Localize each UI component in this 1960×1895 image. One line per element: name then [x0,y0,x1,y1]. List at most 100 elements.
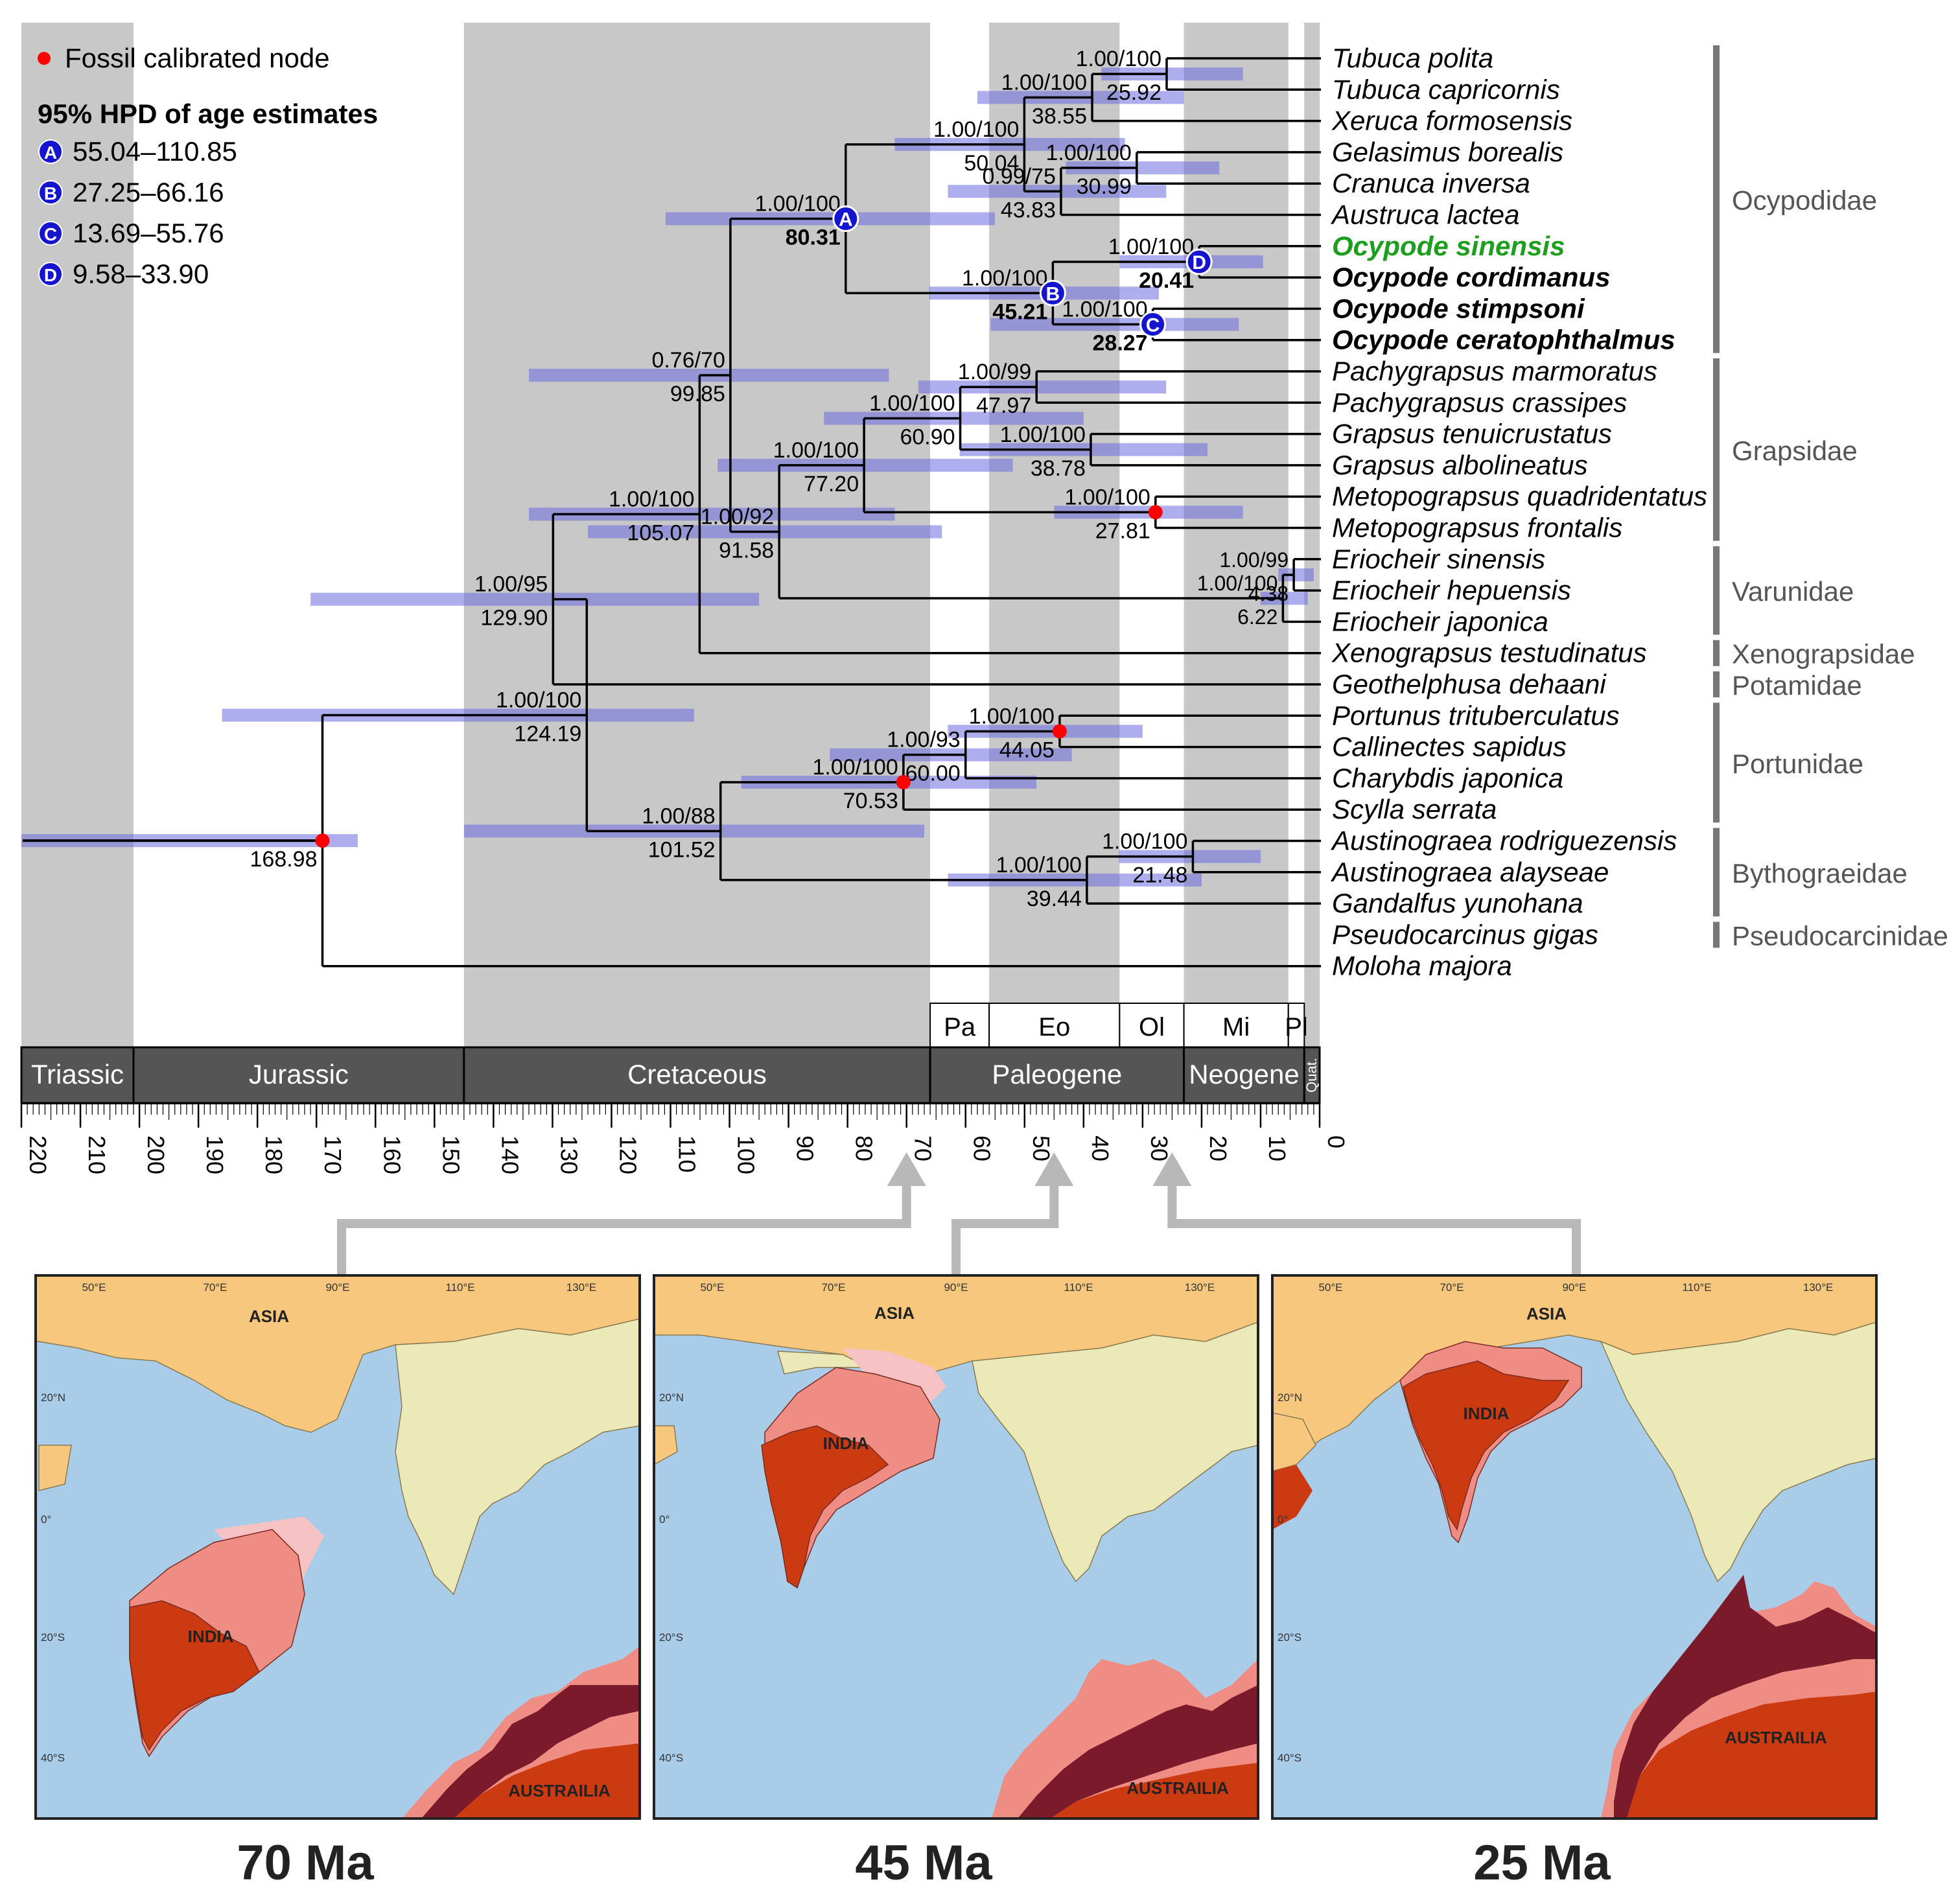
taxon-label: Ocypode sinensis [1332,231,1565,261]
node-letter-badge [832,205,859,233]
family-label: Bythograeidae [1732,858,1908,889]
period-label: Quat. [1303,1058,1320,1093]
taxon-label: Ocypode stimpsoni [1332,293,1585,323]
taxon-label: Charybdis japonica [1332,763,1563,793]
taxon-label: Xenograpsus testudinatus [1331,638,1647,668]
longitude-label: 90°E [944,1281,968,1294]
family-bracket [1713,358,1720,541]
time-band [1184,23,1289,1047]
node-letter: B [1046,283,1060,305]
longitude-label: 50°E [82,1281,106,1294]
node-support-label: 1.00/100 [1064,485,1150,509]
node-age-label: 21.48 [1132,863,1187,888]
axis-tick-label: 100 [733,1135,760,1174]
legend-letter: B [44,183,57,203]
node-age-label: 6.22 [1237,605,1278,629]
epoch-row: Pa Eo Ol Mi Pl [929,1003,1308,1048]
node-age-label: 20.41 [1139,268,1194,293]
longitude-label: 110°E [1064,1281,1093,1294]
node-support-label: 1.00/100 [1102,830,1187,854]
latitude-label: 20°S [659,1631,683,1644]
node-support-label: 1.00/100 [996,853,1082,878]
longitude-label: 110°E [1682,1281,1711,1294]
latitude-label: 0° [1278,1513,1288,1526]
epoch-label: Mi [1222,1013,1250,1041]
legend-letter: D [44,265,57,285]
axis-tick-label: 0 [1323,1135,1349,1148]
node-age-label: 47.97 [976,393,1031,418]
taxon-label: Pachygrapsus crassipes [1332,387,1627,417]
axis-tick-label: 180 [261,1135,287,1174]
axis-tick-label: 10 [1264,1135,1290,1161]
legend-letter: C [44,224,57,244]
node-age-label: 129.90 [480,606,548,631]
node-support-label: 1.00/100 [496,688,581,713]
family-bracket [1713,45,1720,353]
legend-letter-badge [38,180,63,205]
legend-letter: A [44,143,57,163]
node-support-label: 1.00/100 [1001,70,1087,95]
node-support-label: 1.00/100 [933,117,1019,142]
axis-tick-label: 190 [202,1135,228,1174]
longitude-label: 110°E [445,1281,474,1294]
latitude-label: 20°S [1278,1631,1301,1644]
longitude-label: 130°E [566,1281,597,1294]
taxon-label: Grapsus tenuicrustatus [1332,419,1612,449]
hpd-bar [1101,67,1243,81]
node-support-label: 1.00/100 [754,192,840,216]
family-label: Grapsidae [1732,436,1858,466]
node-age-label: 38.78 [1031,456,1086,481]
taxon-label: Gelasimus borealis [1332,137,1563,167]
axis-tick-label: 60 [969,1135,996,1161]
epoch-label: Eo [1038,1013,1070,1041]
node-age-label: 39.44 [1027,887,1082,911]
legend-letter-badge [38,221,63,246]
map-connector [951,1180,1059,1275]
node-support-label: 1.00/99 [1219,548,1289,572]
asia-label: ASIA [874,1303,915,1323]
family-label: Xenograpsidae [1732,639,1915,669]
hpd-bar [1260,592,1308,605]
taxon-label: Cranuca inversa [1332,168,1530,198]
node-letter-badge [1139,311,1167,338]
taxon-label: Ocypode cordimanus [1332,262,1610,292]
hpd-bar [918,380,1167,394]
legend-hpd-range: 55.04–110.85 [73,136,237,167]
node-support-label: 1.00/100 [869,391,955,415]
node-letter-badge [1185,248,1213,275]
longitude-label: 130°E [1803,1281,1834,1294]
taxon-label: Xeruca formosensis [1331,106,1572,136]
node-age-label: 124.19 [514,722,581,747]
asia-label: ASIA [249,1307,289,1326]
latitude-label: 20°S [41,1631,65,1644]
taxon-label: Tubuca polita [1332,43,1493,73]
node-support-label: 1.00/100 [609,487,694,511]
map-25-ma [1271,1274,1878,1820]
node-age-label: 105.07 [627,520,694,545]
time-band [21,23,134,1047]
node-support-label: 1.00/100 [1062,297,1147,322]
node-age-label: 44.05 [999,738,1055,762]
india-label: INDIA [188,1627,234,1646]
axis-tick-label: 80 [851,1135,878,1161]
node-age-label: 168.98 [250,847,318,872]
taxon-label: Scylla serrata [1332,794,1497,824]
node-age-label: 43.83 [1001,198,1056,222]
map-arrowhead [887,1152,926,1186]
epoch-cell [1183,1003,1289,1048]
node-labels: 168.98 1.00/100 124.19 1.00/95 129.90 1.00/10… [250,47,1289,911]
axis-tick-label: 90 [792,1135,819,1161]
epoch-cell [1287,1003,1305,1048]
map-caption: 70 Ma [237,1835,374,1890]
hpd-bar [1066,161,1220,175]
india-label: INDIA [1464,1404,1510,1423]
node-age-label: 101.52 [648,837,716,862]
longitude-label: 70°E [821,1281,845,1294]
taxon-label: Tubuca capricornis [1332,74,1560,104]
node-support-label: 1.00/100 [812,755,898,780]
latitude-label: 0° [659,1513,670,1526]
southeast-asia-landmass [395,1318,640,1596]
epoch-label: Pl [1285,1013,1308,1041]
australia-edge [421,1685,640,1819]
